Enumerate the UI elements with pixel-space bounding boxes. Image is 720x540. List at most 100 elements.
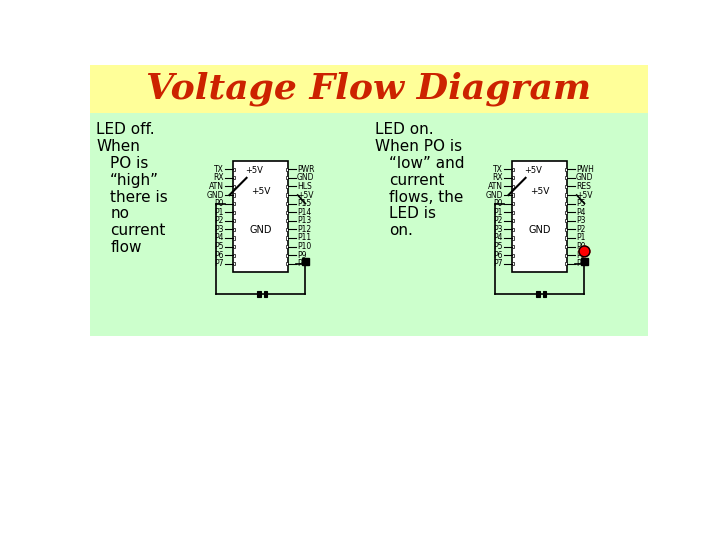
Bar [286, 262, 289, 265]
Bar [264, 291, 267, 297]
Bar [233, 193, 235, 197]
Text: GND: GND [485, 191, 503, 199]
Text: LED is: LED is [389, 206, 436, 221]
Bar [302, 258, 310, 265]
Text: P15: P15 [297, 199, 311, 208]
Text: HLS: HLS [297, 182, 312, 191]
Bar [233, 228, 235, 231]
Bar [286, 254, 289, 256]
Bar [233, 185, 235, 188]
Text: P1: P1 [576, 233, 585, 242]
Bar [565, 228, 567, 231]
Text: TX: TX [215, 165, 224, 174]
Bar [565, 237, 567, 240]
Text: flow: flow [110, 240, 142, 255]
Text: P2: P2 [494, 217, 503, 225]
Bar [286, 237, 289, 240]
Text: RES: RES [576, 182, 591, 191]
Bar [286, 176, 289, 179]
Text: GND: GND [297, 173, 315, 183]
Text: P4: P4 [576, 208, 585, 217]
Text: ATN: ATN [488, 182, 503, 191]
Text: current: current [110, 224, 166, 239]
Text: +5V: +5V [245, 166, 263, 175]
Text: P3: P3 [576, 217, 585, 225]
Text: P2: P2 [215, 217, 224, 225]
Bar [512, 161, 567, 272]
Text: P12: P12 [297, 225, 311, 234]
Bar [256, 291, 261, 297]
Bar [565, 185, 567, 188]
Text: ATN: ATN [209, 182, 224, 191]
Bar [512, 228, 514, 231]
Text: P11: P11 [297, 233, 311, 242]
Bar [565, 219, 567, 222]
Text: P6: P6 [494, 251, 503, 260]
Text: P5: P5 [494, 242, 503, 251]
Text: P3: P3 [494, 225, 503, 234]
Text: on.: on. [389, 224, 413, 239]
Text: current: current [389, 173, 444, 187]
Text: P4: P4 [494, 233, 503, 242]
Text: P5: P5 [576, 199, 585, 208]
Bar [512, 168, 514, 171]
Bar [286, 185, 289, 188]
Bar [565, 202, 567, 205]
Bar [286, 245, 289, 248]
Bar [90, 65, 648, 112]
Text: +5V: +5V [576, 191, 593, 199]
Text: there is: there is [110, 190, 168, 205]
Bar [565, 262, 567, 265]
Circle shape [579, 246, 590, 257]
Bar [512, 237, 514, 240]
Text: P7: P7 [494, 259, 503, 268]
Bar [512, 245, 514, 248]
Text: flows, the: flows, the [389, 190, 464, 205]
Bar [286, 219, 289, 222]
Text: P14: P14 [297, 208, 311, 217]
Bar [512, 185, 514, 188]
Text: P0: P0 [215, 199, 224, 208]
Bar [233, 211, 235, 214]
Text: When: When [96, 139, 140, 154]
Text: PO is: PO is [110, 156, 148, 171]
Text: TX: TX [493, 165, 503, 174]
Text: PWH: PWH [576, 165, 594, 174]
Text: P3: P3 [215, 225, 224, 234]
Text: no: no [110, 206, 129, 221]
Bar [286, 202, 289, 205]
Bar [233, 237, 235, 240]
Bar [512, 176, 514, 179]
Bar [369, 112, 648, 336]
Bar [512, 211, 514, 214]
Bar [233, 202, 235, 205]
Bar [233, 176, 235, 179]
Bar [565, 176, 567, 179]
Text: +5V: +5V [524, 166, 542, 175]
Bar [286, 193, 289, 197]
Bar [565, 193, 567, 197]
Bar [512, 193, 514, 197]
Bar [565, 211, 567, 214]
Text: P8: P8 [576, 259, 585, 268]
Text: Voltage Flow Diagram: Voltage Flow Diagram [146, 71, 592, 106]
Bar [543, 291, 546, 297]
Text: P7: P7 [215, 259, 224, 268]
Bar [565, 254, 567, 256]
Bar [512, 262, 514, 265]
Bar [233, 254, 235, 256]
Text: P0: P0 [494, 199, 503, 208]
Text: +5V: +5V [530, 187, 549, 197]
Text: P13: P13 [297, 217, 311, 225]
Text: P0: P0 [576, 242, 585, 251]
Bar [90, 112, 369, 336]
Bar [565, 245, 567, 248]
Text: LED on.: LED on. [375, 122, 434, 137]
Text: P1: P1 [215, 208, 224, 217]
Text: “high”: “high” [110, 173, 159, 187]
Text: GND: GND [207, 191, 224, 199]
Bar [233, 262, 235, 265]
Text: P9: P9 [576, 251, 585, 260]
Text: +5V: +5V [251, 187, 270, 197]
Text: RX: RX [492, 173, 503, 183]
